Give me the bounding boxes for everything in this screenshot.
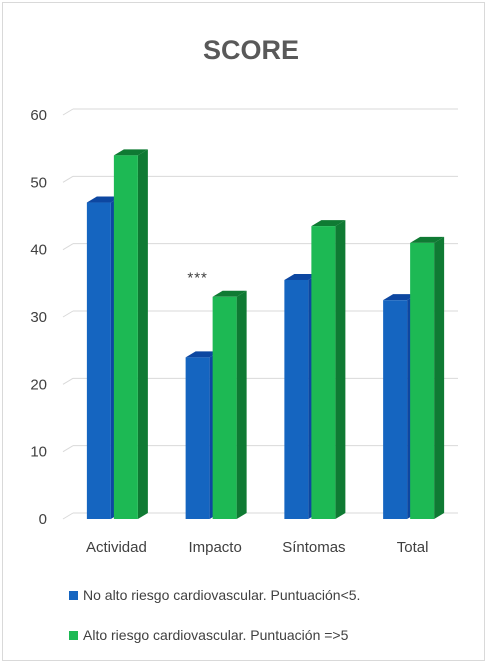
annotations: *** xyxy=(187,269,208,286)
y-tick-label: 10 xyxy=(30,444,47,461)
x-axis-ticks: Actividad Impacto Síntomas Total xyxy=(86,539,429,556)
legend-label-series-1: No alto riesgo cardiovascular. Puntuació… xyxy=(83,587,361,603)
bar-front xyxy=(212,296,237,519)
legend-swatch-series-2 xyxy=(69,630,78,640)
bar-side xyxy=(137,149,148,519)
legend-swatch-series-1 xyxy=(69,590,78,600)
bar-front xyxy=(86,202,111,520)
bar-top xyxy=(86,196,121,203)
bar-impacto-series-2 xyxy=(212,290,247,519)
chart-frame: SCORE 0 10 20 30 40 50 60 Actividad Impacto Sínt… xyxy=(2,2,485,661)
x-tick-label: Actividad xyxy=(86,539,147,556)
chart-title: SCORE xyxy=(203,35,299,65)
bar-front xyxy=(284,279,309,519)
bar-front xyxy=(383,300,408,519)
legend-item-series-1: No alto riesgo cardiovascular. Puntuació… xyxy=(69,585,479,605)
legend-item-series-2: Alto riesgo cardiovascular. Puntuación =… xyxy=(69,625,479,645)
x-tick-label: Impacto xyxy=(188,539,241,556)
gridline-depth xyxy=(62,243,74,251)
gridline-depth xyxy=(62,310,74,318)
bar-top xyxy=(410,236,445,243)
bar-top xyxy=(113,149,148,156)
bar-side xyxy=(236,290,247,519)
bar-síntomas-series-2 xyxy=(311,220,346,519)
significance-annotation: *** xyxy=(187,269,208,286)
bars xyxy=(86,149,445,520)
legend: No alto riesgo cardiovascular. Puntuació… xyxy=(69,585,479,665)
bar-top xyxy=(383,294,418,301)
bar-top xyxy=(212,290,247,297)
y-tick-label: 30 xyxy=(30,309,47,326)
bar-front xyxy=(311,226,336,519)
bar-total-series-2 xyxy=(410,236,445,519)
bar-top xyxy=(311,220,346,227)
bar-side xyxy=(434,236,445,519)
y-tick-label: 40 xyxy=(30,242,47,259)
gridline-depth xyxy=(62,175,74,183)
y-tick-label: 60 xyxy=(30,107,47,124)
bar-chart: SCORE 0 10 20 30 40 50 60 Actividad Impacto Sínt… xyxy=(30,35,458,556)
x-tick-label: Total xyxy=(397,539,429,556)
bar-front xyxy=(113,155,138,519)
gridline-depth xyxy=(62,445,74,453)
bar-actividad-series-2 xyxy=(113,149,148,519)
bar-side xyxy=(335,220,346,519)
y-tick-label: 50 xyxy=(30,174,47,191)
gridline-depth xyxy=(62,512,74,520)
bar-top xyxy=(284,273,319,280)
x-tick-label: Síntomas xyxy=(282,539,345,556)
bar-top xyxy=(185,351,220,358)
y-tick-label: 0 xyxy=(39,511,47,528)
gridline-depth xyxy=(62,108,74,116)
bar-front xyxy=(410,242,435,519)
y-axis-ticks: 0 10 20 30 40 50 60 xyxy=(30,107,47,528)
bar-front xyxy=(185,357,210,519)
gridline-depth xyxy=(62,377,74,385)
y-tick-label: 20 xyxy=(30,376,47,393)
legend-label-series-2: Alto riesgo cardiovascular. Puntuación =… xyxy=(83,627,349,643)
